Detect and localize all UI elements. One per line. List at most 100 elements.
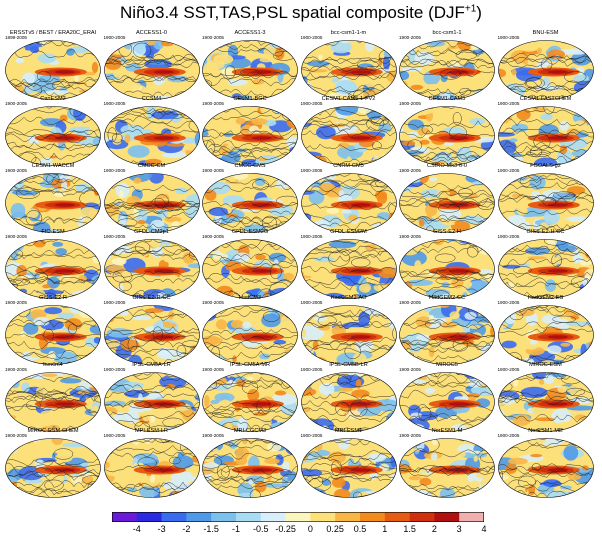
- enso-warm-tongue: [153, 401, 174, 406]
- map-border: [103, 239, 200, 299]
- anomaly-blob-cool: [44, 307, 62, 315]
- psl-contour-line: [104, 464, 199, 473]
- colorbar-tick-label: -3: [157, 524, 166, 534]
- anomaly-blob-cool: [104, 352, 113, 362]
- psl-contour-loop: [512, 265, 532, 275]
- psl-contour-loop: [421, 125, 433, 135]
- map-field: [104, 173, 199, 233]
- composite-map: [202, 239, 298, 299]
- psl-contour-line: [301, 398, 396, 407]
- anomaly-blob-cool: [215, 106, 225, 112]
- panel-period: 1900-2005: [202, 366, 224, 372]
- anomaly-blob-neutral: [408, 40, 416, 47]
- composite-map: [300, 172, 397, 233]
- anomaly-blob-warm: [264, 457, 280, 464]
- psl-contour-line: [399, 201, 495, 208]
- psl-contour-line: [202, 407, 298, 417]
- composite-map: [103, 40, 200, 100]
- anomaly-blob-cool: [380, 309, 396, 315]
- colorbar-swatch: [434, 512, 460, 522]
- anomaly-blob-warm: [476, 471, 489, 479]
- psl-contour-line: [104, 58, 199, 67]
- anomaly-blob-neutral: [111, 257, 126, 266]
- anomaly-blob-warm: [301, 387, 316, 396]
- model-panel: CNRM-CM5 1900-2005: [300, 163, 398, 237]
- anomaly-blob-cool: [178, 305, 192, 312]
- map-field: [301, 40, 396, 100]
- anomaly-blob-warm: [498, 321, 508, 330]
- anomaly-blob-warm: [133, 176, 141, 184]
- anomaly-blob-warm: [470, 245, 476, 253]
- anomaly-blob-cool: [202, 239, 217, 245]
- anomaly-blob-warm: [257, 157, 268, 162]
- psl-contour-line: [399, 146, 495, 155]
- psl-contour-line: [104, 451, 199, 458]
- panel-model-name: HadCM3: [238, 295, 262, 302]
- anomaly-blob-neutral: [500, 173, 514, 175]
- anomaly-blob-neutral: [208, 240, 214, 252]
- anomaly-blob-warm: [538, 379, 544, 385]
- enso-warm-tongue: [350, 136, 371, 141]
- psl-contour-line: [301, 475, 396, 483]
- map-border: [300, 305, 397, 365]
- psl-contour-line: [104, 313, 199, 322]
- anomaly-blob-cool: [399, 186, 412, 191]
- anomaly-blob-warm: [146, 40, 155, 46]
- map-field: [301, 106, 396, 166]
- colorbar-swatch: [459, 512, 484, 522]
- anomaly-blob-warm: [408, 475, 422, 480]
- model-panel: CSIRO-Mk3-6-0 1900-2005: [398, 163, 496, 237]
- map-border: [497, 371, 594, 432]
- psl-contour-loop: [524, 77, 545, 89]
- psl-contour-line: [5, 127, 101, 136]
- enso-warm-tongue: [350, 202, 371, 207]
- anomaly-blob-warm: [567, 205, 586, 216]
- map-field: [202, 438, 298, 498]
- model-panel: GISS-E2-R 1900-2005: [4, 295, 102, 369]
- anomaly-blob-warm: [204, 189, 217, 201]
- psl-contour-line: [104, 184, 199, 192]
- anomaly-blob-warm: [144, 308, 164, 314]
- psl-contour-loop: [588, 305, 593, 315]
- colorbar-swatch: [360, 512, 386, 522]
- anomaly-blob-warm: [159, 273, 178, 281]
- anomaly-blob-neutral: [202, 173, 215, 175]
- panel-period: 1900-2005: [103, 300, 126, 306]
- psl-contour-line: [5, 130, 101, 140]
- panel-model-name: NorESM1-ME: [528, 427, 563, 434]
- psl-contour-line: [5, 390, 101, 398]
- anomaly-blob-cool: [363, 305, 387, 316]
- enso-warm-tongue: [153, 70, 174, 74]
- panel-model-name: CanESM2: [40, 96, 66, 103]
- colorbar-swatch: [384, 512, 410, 522]
- psl-contour-loop: [499, 390, 523, 400]
- psl-contour-line: [202, 47, 298, 57]
- anomaly-blob-neutral: [568, 384, 580, 395]
- psl-contour-line: [399, 58, 495, 66]
- psl-contour-line: [498, 277, 593, 287]
- psl-contour-line: [498, 393, 593, 402]
- psl-contour-line: [5, 215, 101, 223]
- map-border: [497, 239, 594, 299]
- anomaly-blob-neutral: [208, 239, 223, 241]
- anomaly-blob-neutral: [430, 452, 438, 461]
- psl-contour-loop: [540, 58, 552, 71]
- anomaly-blob-cool: [501, 340, 517, 349]
- anomaly-blob-warm: [374, 173, 379, 178]
- enso-warm-tongue: [54, 401, 75, 406]
- anomaly-blob-cool: [399, 239, 410, 248]
- panel-period: 1900-2005: [399, 35, 421, 40]
- anomaly-blob-neutral: [195, 118, 199, 129]
- anomaly-blob-neutral: [8, 126, 13, 138]
- anomaly-blob-neutral: [279, 106, 295, 114]
- anomaly-blob-cool: [254, 177, 266, 186]
- psl-contour-line: [498, 128, 593, 137]
- psl-contour-loop: [152, 326, 163, 343]
- anomaly-blob-warm: [572, 120, 587, 130]
- anomaly-blob-warm: [51, 178, 71, 189]
- psl-contour-line: [399, 130, 495, 139]
- composite-map: [5, 371, 101, 432]
- anomaly-blob-neutral: [152, 74, 165, 86]
- composite-map: [5, 305, 101, 365]
- panel-model-name: GFDL-ESM2M: [330, 228, 367, 235]
